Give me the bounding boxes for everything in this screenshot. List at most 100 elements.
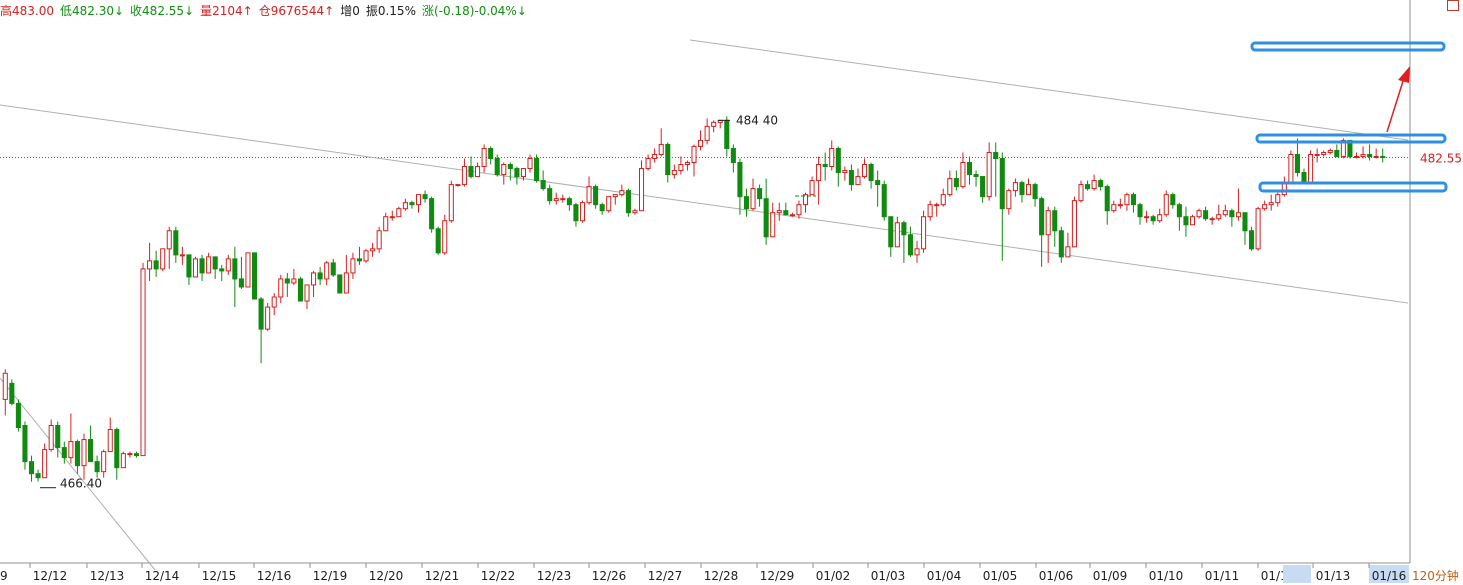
candle-body: [593, 186, 599, 206]
candle: [1235, 188, 1241, 221]
candle: [960, 152, 966, 189]
candle-body: [304, 284, 310, 302]
x-tick-label: 12/14: [145, 569, 180, 583]
candle: [1380, 148, 1386, 163]
candle-body: [363, 250, 369, 262]
candle: [140, 262, 146, 457]
candle: [809, 176, 815, 196]
candle-body: [1032, 184, 1038, 200]
candle-body: [1039, 198, 1045, 236]
candle: [560, 194, 566, 203]
candle: [101, 449, 107, 478]
candle-body: [940, 194, 946, 206]
x-tick-label: 01/02: [816, 569, 851, 583]
window-restore-icon[interactable]: [1447, 0, 1459, 11]
candle: [757, 184, 763, 207]
candle: [160, 248, 166, 271]
candle-body: [579, 202, 586, 222]
candle: [9, 379, 15, 406]
candle: [914, 240, 920, 263]
candle: [1098, 178, 1104, 191]
candle-body: [1196, 210, 1202, 218]
candle-body: [481, 147, 487, 168]
candle: [127, 451, 133, 458]
candle-body: [829, 147, 835, 168]
candle: [665, 142, 671, 183]
candle-body: [429, 198, 435, 230]
candle-body: [28, 461, 35, 475]
candle-body: [947, 178, 953, 196]
candle-body: [901, 222, 907, 236]
candle: [291, 268, 297, 285]
candle: [199, 254, 205, 281]
candle-body: [133, 453, 139, 457]
candle: [632, 208, 638, 215]
candle: [862, 158, 868, 179]
candle-body: [15, 402, 21, 429]
candle: [907, 226, 913, 257]
candle-body: [1091, 180, 1097, 190]
candle-body: [1340, 139, 1346, 157]
candle: [1124, 192, 1130, 211]
candle: [468, 156, 474, 179]
candle: [81, 433, 87, 480]
candle-body: [1163, 194, 1169, 216]
candle: [625, 188, 631, 217]
axis-highlight: [1283, 565, 1311, 583]
candle-body: [1124, 194, 1130, 206]
candle: [212, 256, 218, 279]
candle: [1104, 184, 1110, 225]
candle-body: [1117, 204, 1123, 207]
candle-body: [68, 441, 74, 459]
candle: [1006, 188, 1012, 215]
candle-body: [638, 168, 645, 212]
candle-body: [993, 151, 999, 159]
candle-body: [737, 162, 743, 198]
candle: [376, 226, 382, 253]
period-label: 120分钟: [1412, 568, 1459, 583]
candle: [783, 202, 789, 216]
candle: [1314, 148, 1320, 163]
candle: [789, 212, 795, 217]
chart-frame: 482.55: [0, 0, 1462, 564]
candle-body: [514, 168, 520, 178]
candle: [1373, 148, 1379, 159]
candle: [921, 210, 927, 253]
candle-body: [468, 166, 474, 178]
x-tick-label: 01/09: [1093, 569, 1128, 583]
candle-body: [1104, 186, 1110, 212]
candle-body: [22, 424, 28, 463]
candle: [120, 451, 126, 469]
candle: [311, 270, 317, 298]
candle: [1281, 176, 1287, 197]
candle: [1025, 178, 1032, 196]
candle: [1032, 182, 1038, 207]
candle-body: [658, 143, 664, 155]
candle: [835, 146, 841, 187]
candle-body: [448, 184, 454, 222]
candle: [1045, 206, 1051, 263]
x-tick-label: 01/13: [1316, 569, 1351, 583]
x-tick-label: 12/19: [313, 569, 348, 583]
candle: [1327, 148, 1333, 155]
candle-body: [527, 157, 533, 170]
candle-body: [265, 306, 271, 330]
candle-body: [324, 262, 330, 280]
candle-body: [1347, 139, 1353, 157]
candle: [1229, 208, 1235, 227]
candle-body: [258, 298, 264, 330]
candle-body: [337, 274, 343, 294]
candle: [953, 170, 959, 191]
candle: [1308, 150, 1314, 185]
candle-body: [684, 162, 690, 166]
candle: [61, 441, 67, 464]
candle-body: [711, 121, 717, 127]
candle: [297, 276, 303, 302]
candle: [48, 419, 54, 452]
quote-volume: 量2104↑: [200, 4, 253, 18]
candle: [1183, 206, 1189, 237]
candle-body: [173, 230, 179, 256]
candle: [1130, 192, 1137, 213]
candle: [540, 170, 546, 191]
